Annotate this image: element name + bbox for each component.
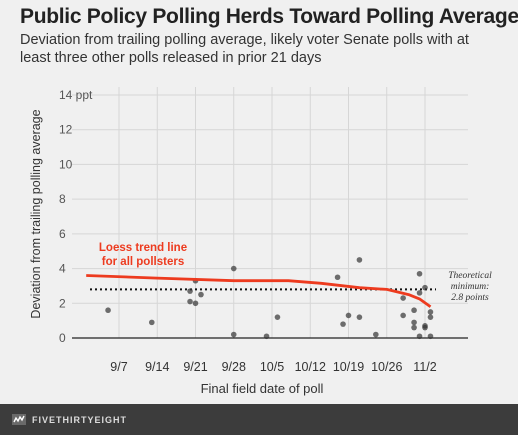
- footer-brand: FIVETHIRTYEIGHT: [32, 414, 128, 425]
- x-tick-label: 11/2: [413, 360, 436, 374]
- fivethirtyeight-logo-icon: [12, 414, 26, 425]
- y-tick-label: 14 ppt: [59, 88, 93, 102]
- data-point: [187, 288, 193, 294]
- data-point: [198, 291, 204, 298]
- footer: FIVETHIRTYEIGHT: [0, 404, 518, 435]
- x-tick-label: 9/28: [222, 360, 246, 374]
- data-point: [230, 265, 237, 272]
- y-tick-label: 8: [59, 192, 66, 206]
- data-point: [416, 270, 423, 277]
- y-tick-label: 2: [59, 296, 66, 310]
- data-point: [356, 257, 363, 263]
- y-tick-label: 12: [59, 123, 73, 137]
- data-point: [340, 321, 346, 327]
- reference-line-label: minimum:: [451, 282, 490, 292]
- y-tick-label: 6: [59, 227, 66, 241]
- data-point: [427, 309, 434, 315]
- reference-line-label: 2.8 points: [451, 293, 489, 303]
- y-tick-label: 10: [59, 157, 73, 171]
- loess-trend-line: [86, 274, 432, 308]
- data-point: [411, 324, 417, 331]
- x-tick-label: 10/5: [260, 360, 284, 374]
- reference-line-label: Theoretical: [448, 271, 492, 281]
- data-point: [422, 324, 428, 331]
- y-tick-label: 4: [59, 262, 66, 276]
- x-tick-label: 9/7: [110, 360, 127, 374]
- data-point: [427, 333, 434, 340]
- x-axis-label: Final field date of poll: [201, 381, 324, 396]
- data-point: [148, 319, 155, 326]
- labels-layer: 0 2 4 6 8 10 12 14 ppt 9/7 9/14 9/21 9/28 10/5 10/12 1…: [59, 88, 492, 374]
- scatter-chart: 0 2 4 6 8 10 12 14 ppt 9/7 9/14 9/21 9/28 10/5 10/12 1…: [29, 87, 492, 396]
- data-point: [105, 307, 111, 314]
- data-point: [411, 307, 417, 314]
- data-point: [416, 333, 423, 340]
- x-tick-label: 9/14: [145, 360, 169, 374]
- x-tick-label: 10/19: [333, 360, 364, 374]
- points-layer: [105, 257, 434, 340]
- data-point: [274, 314, 281, 320]
- trend-line-label: for all pollsters: [102, 256, 184, 268]
- trend-line-label: Loess trend line: [99, 242, 187, 254]
- chart-subtitle: Deviation from trailing polling average,…: [20, 32, 469, 66]
- data-point: [230, 331, 237, 338]
- x-tick-label: 10/12: [295, 360, 326, 374]
- data-point: [356, 314, 363, 320]
- data-point: [422, 284, 428, 291]
- data-point: [427, 314, 434, 320]
- y-tick-label: 0: [59, 331, 66, 345]
- data-point: [334, 274, 341, 281]
- data-point: [400, 295, 406, 301]
- data-point: [373, 331, 379, 338]
- chart-title: Public Policy Polling Herds Toward Polli…: [20, 5, 518, 28]
- data-point: [416, 290, 423, 296]
- x-tick-label: 10/26: [371, 360, 402, 374]
- data-point: [263, 333, 270, 340]
- data-point: [400, 312, 406, 319]
- data-point: [411, 319, 417, 326]
- data-point: [192, 300, 199, 307]
- y-axis-label: Deviation from trailing polling average: [29, 109, 43, 318]
- data-point: [345, 312, 352, 319]
- x-tick-label: 9/21: [183, 360, 207, 374]
- data-point: [187, 298, 193, 305]
- grid-layer: [72, 87, 468, 338]
